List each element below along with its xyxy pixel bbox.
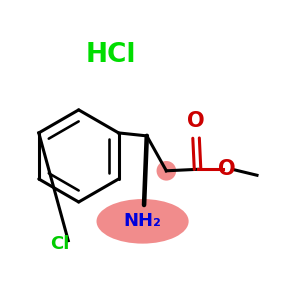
Text: NH₂: NH₂ [124, 212, 161, 230]
Text: O: O [218, 159, 236, 179]
Circle shape [157, 161, 176, 181]
Text: HCl: HCl [86, 42, 136, 68]
Text: O: O [187, 111, 205, 131]
Ellipse shape [97, 199, 189, 244]
Text: Cl: Cl [50, 235, 69, 253]
